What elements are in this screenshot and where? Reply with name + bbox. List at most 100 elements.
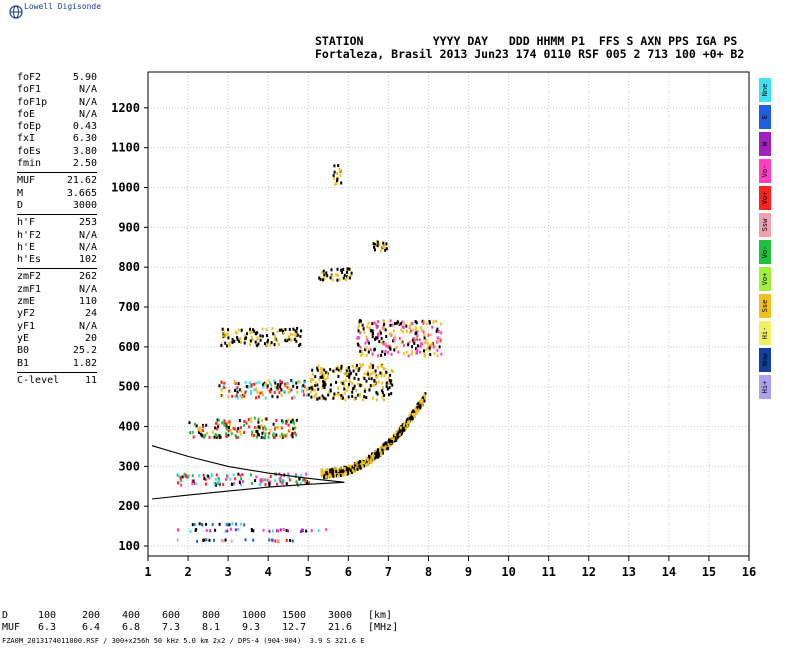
echo-point: [251, 430, 254, 434]
echo-point: [422, 396, 425, 400]
echo-point: [275, 426, 278, 430]
echo-point: [342, 276, 345, 280]
echo-point: [385, 242, 388, 246]
echo-point: [223, 386, 226, 390]
echo-point: [329, 368, 332, 371]
param-row: foEp 0.43: [17, 121, 97, 133]
echo-point: [299, 530, 302, 534]
echo-point: [264, 396, 267, 400]
echo-point: [289, 332, 292, 336]
echo-point: [389, 442, 392, 446]
echo-point: [373, 321, 376, 325]
echo-point: [369, 366, 372, 370]
brand-name: Lowell Digisonde: [24, 2, 102, 11]
echo-point: [323, 368, 326, 372]
echo-point: [375, 391, 378, 394]
echo-point: [295, 339, 298, 343]
echo-point: [366, 325, 369, 329]
echo-point: [296, 327, 299, 330]
echo-point: [220, 388, 223, 391]
echo-point: [245, 385, 248, 389]
echo-point: [375, 326, 378, 329]
echo-point: [420, 401, 423, 405]
echo-point: [422, 330, 425, 334]
echo-point: [255, 426, 258, 430]
echo-point: [298, 344, 301, 348]
echo-point: [393, 435, 396, 439]
echo-point: [324, 397, 327, 401]
echo-point: [374, 243, 377, 247]
echo-point: [356, 336, 359, 340]
echo-point: [236, 396, 239, 400]
echo-point: [353, 465, 356, 469]
echo-point: [400, 432, 403, 436]
echo-point: [334, 473, 337, 477]
echo-point: [367, 321, 370, 325]
param-value: N/A: [78, 320, 97, 332]
echo-point: [252, 328, 254, 332]
echo-point: [391, 440, 393, 444]
echo-point: [401, 423, 404, 427]
echo-point: [429, 345, 432, 348]
echo-point: [421, 329, 424, 333]
echo-point: [330, 268, 333, 272]
echo-point: [195, 424, 198, 428]
echo-point: [350, 469, 352, 473]
echo-point: [228, 523, 231, 527]
echo-point: [273, 391, 276, 394]
y-tick-label: 200: [118, 499, 140, 513]
echo-point: [342, 380, 345, 384]
echo-point: [420, 397, 423, 401]
echo-point: [293, 395, 296, 399]
echo-point: [337, 386, 340, 390]
echo-point: [383, 367, 386, 371]
echo-point: [176, 538, 179, 542]
echo-point: [202, 425, 205, 429]
echo-point: [217, 423, 220, 427]
echo-point: [354, 366, 357, 370]
echo-point: [388, 444, 391, 448]
echo-point: [354, 396, 357, 400]
echo-point: [379, 364, 382, 368]
param-row: h'F 253: [17, 217, 97, 229]
echo-point: [316, 366, 319, 370]
param-value: N/A: [78, 229, 97, 241]
echo-point: [296, 333, 299, 337]
echo-point: [254, 343, 257, 347]
echo-point: [439, 339, 442, 343]
echo-point: [239, 481, 241, 485]
echo-point: [361, 464, 364, 468]
echo-point: [305, 529, 308, 533]
echo-point: [276, 383, 279, 387]
echo-point: [331, 274, 334, 278]
echo-point: [335, 468, 338, 472]
echo-point: [321, 367, 323, 371]
echo-point: [390, 352, 393, 356]
echo-point: [246, 332, 248, 336]
echo-point: [428, 321, 431, 325]
echo-point: [323, 373, 325, 377]
echo-point: [413, 342, 416, 345]
echo-point: [194, 523, 197, 527]
echo-point: [367, 372, 370, 376]
echo-point: [227, 394, 230, 398]
echo-point: [185, 474, 188, 477]
echo-point: [361, 352, 364, 356]
echo-point: [177, 474, 180, 477]
echo-point: [320, 372, 323, 375]
echo-point: [379, 371, 382, 375]
echo-point: [270, 341, 273, 345]
echo-point: [398, 336, 401, 340]
echo-point: [347, 385, 350, 389]
echo-point: [321, 386, 324, 390]
echo-point: [366, 459, 369, 463]
echo-point: [239, 394, 242, 398]
echo-point: [301, 389, 304, 393]
echo-point: [329, 276, 332, 280]
echo-point: [206, 431, 209, 435]
echo-point: [337, 164, 340, 168]
echo-point: [357, 342, 359, 346]
echo-point: [389, 332, 392, 336]
echo-point: [300, 474, 303, 478]
echo-point: [259, 479, 262, 483]
